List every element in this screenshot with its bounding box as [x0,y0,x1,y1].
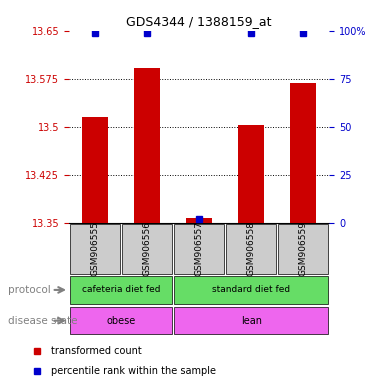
Bar [134,68,160,223]
Bar [290,83,316,223]
Bar [82,117,108,223]
Text: disease state: disease state [8,316,77,326]
Text: GSM906559: GSM906559 [299,221,308,276]
Text: protocol: protocol [8,285,51,295]
Text: GSM906556: GSM906556 [142,221,152,276]
Bar [238,126,264,223]
Text: cafeteria diet fed: cafeteria diet fed [82,285,160,295]
Text: standard diet fed: standard diet fed [212,285,290,295]
FancyBboxPatch shape [174,276,328,304]
Text: obese: obese [106,316,136,326]
FancyBboxPatch shape [70,307,172,334]
Text: transformed count: transformed count [51,346,142,356]
Text: lean: lean [241,316,262,326]
FancyBboxPatch shape [278,224,328,273]
Text: GSM906557: GSM906557 [195,221,204,276]
FancyBboxPatch shape [70,224,120,273]
Text: percentile rank within the sample: percentile rank within the sample [51,366,216,376]
FancyBboxPatch shape [174,224,224,273]
Bar [186,218,212,223]
Text: GSM906555: GSM906555 [90,221,100,276]
FancyBboxPatch shape [122,224,172,273]
Title: GDS4344 / 1388159_at: GDS4344 / 1388159_at [126,15,272,28]
FancyBboxPatch shape [226,224,276,273]
Text: GSM906558: GSM906558 [247,221,256,276]
FancyBboxPatch shape [174,307,328,334]
FancyBboxPatch shape [70,276,172,304]
